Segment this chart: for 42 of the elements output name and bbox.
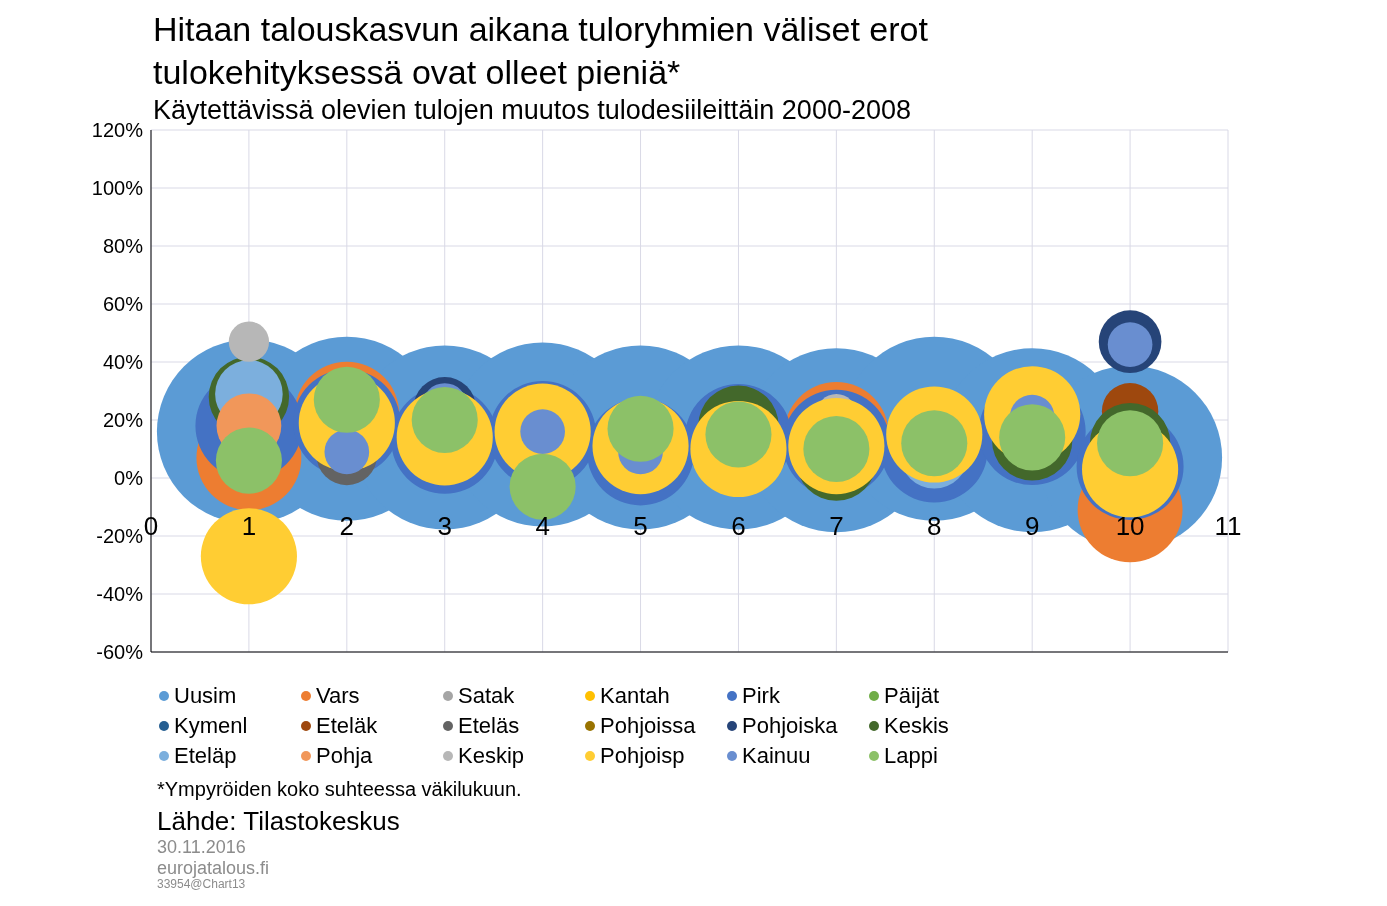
legend-label: Uusim — [174, 683, 237, 709]
legend-label: Pohjoiska — [742, 713, 838, 739]
x-tick-label: 8 — [927, 510, 942, 541]
legend-label: Pirk — [742, 683, 780, 709]
legend-label: Kainuu — [742, 743, 811, 769]
legend-label: Pohja — [316, 743, 373, 769]
legend-label: Keskis — [884, 713, 949, 739]
y-tick-label: 40% — [102, 351, 144, 374]
legend-label: Pohjoisp — [600, 743, 685, 769]
x-tick-label: 0 — [143, 510, 159, 541]
y-tick-label: 0% — [114, 467, 144, 490]
text: 33954@Chart13 — [157, 877, 246, 893]
y-tick-label: 60% — [102, 293, 144, 316]
x-tick-label: 10 — [1115, 510, 1145, 541]
y-tick-label: 80% — [102, 235, 144, 258]
legend-label: Kantah — [600, 683, 670, 709]
x-tick-label: 4 — [535, 510, 550, 541]
legend-label: Päijät — [884, 683, 940, 709]
y-tick-label: -60% — [96, 641, 144, 664]
legend-label: Pohjoissa — [600, 713, 696, 739]
legend-label: Vars — [316, 683, 360, 709]
x-tick-label: 1 — [241, 510, 257, 541]
y-tick-label: 120% — [91, 119, 144, 142]
legend-label: Kymenl — [174, 713, 248, 739]
y-tick-label: -40% — [96, 583, 144, 606]
text: 30.11.2016 — [157, 836, 247, 858]
x-tick-label: 11 — [1214, 510, 1242, 541]
text: Lähde: Tilastokeskus — [157, 806, 401, 837]
chart-subtitle: Käytettävissä olevien tulojen muutos tulodesiileittäin 2000-2008 — [153, 94, 911, 126]
legend-label: Keskip — [458, 743, 525, 769]
legend-label: Eteläp — [174, 743, 237, 769]
text: eurojatalous.fi — [157, 857, 271, 879]
chart-title: Hitaan talouskasvun aikana tuloryhmien väliset erot tulokehityksessä ovat olleet pieniä* — [153, 9, 929, 93]
y-tick-label: 100% — [91, 177, 144, 200]
legend-label: Satak — [458, 683, 515, 709]
legend-label: Lappi — [884, 743, 938, 769]
y-tick-label: 20% — [102, 409, 144, 432]
legend-label: Eteläs — [458, 713, 520, 739]
text: *Ympyröiden koko suhteessa väkilukuun. — [157, 778, 522, 801]
legend-label: Eteläk — [316, 713, 378, 739]
y-tick-label: -20% — [96, 525, 144, 548]
x-tick-label: 2 — [339, 510, 355, 541]
